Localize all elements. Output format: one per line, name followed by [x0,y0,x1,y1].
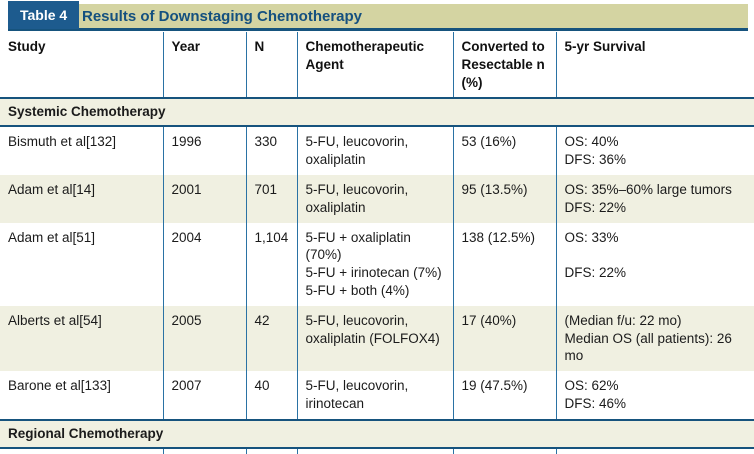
cell-n: 42 [245,305,297,372]
cell-n: 40 [245,371,297,420]
cell-n: 701 [245,174,297,223]
cell-converted: 17 (40%) [452,305,556,372]
table-row: Barone et al[133] 2007 40 5-FU, leucovor… [0,371,754,420]
cell-converted: 6 (26%) [452,447,556,454]
cell-study: Bismuth et al[132] [0,126,163,175]
col-header-study: Study [0,32,163,100]
table-row: Bismuth et al[132] 1996 330 5-FU, leucov… [0,126,754,175]
col-header-year: Year [162,32,246,100]
cell-year: 2007 [162,371,246,420]
table-row: Adam et al[51] 2004 1,104 5-FU + oxalipl… [0,222,754,306]
cell-year: 2005 [162,305,246,372]
table-row: Alberts et al[54] 2005 42 5-FU, leucovor… [0,305,754,372]
cell-study: Barone et al[133] [0,371,163,420]
cell-study: Alberts et al[54] [0,305,163,372]
section-label: Systemic Chemotherapy [0,97,754,128]
cell-n: 23 [245,447,297,454]
table-title: Results of Downstaging Chemotherapy [82,8,363,25]
col-header-agent: Chemotherapeutic Agent [296,32,453,100]
cell-year: 2002 [162,447,246,454]
cell-study: Clavien et al[52] [0,447,163,454]
cell-year: 2001 [162,174,246,223]
cell-n: 1,104 [245,222,297,306]
table-row: Adam et al[14] 2001 701 5-FU, leucovorin… [0,174,754,223]
col-header-converted: Converted to Resectable n (%) [452,32,556,100]
cell-year: 2004 [162,222,246,306]
cell-n: 330 [245,126,297,175]
section-label: Regional Chemotherapy [0,418,754,449]
section-row-systemic: Systemic Chemotherapy [0,97,754,128]
cell-converted: 53 (16%) [452,126,556,175]
cell-year: 1996 [162,126,246,175]
cell-study: Adam et al[51] [0,222,163,306]
table-title-bar: Table 4 Results of Downstaging Chemother… [8,1,748,31]
cell-converted: 138 (12.5%) [452,222,556,306]
cell-study: Adam et al[14] [0,174,163,223]
results-table: Study Year N Chemotherapeutic Agent Conv… [0,32,754,454]
table-row: Clavien et al[52] 2002 23 HAI floxuridin… [0,447,754,454]
cell-survival: (Median f/u: 22 mo) Median OS (all patie… [555,305,754,372]
cell-agent: 5-FU, leucovorin, oxaliplatin (FOLFOX4) [296,305,453,372]
cell-survival: OS: 62% DFS: 46% [555,371,754,420]
section-row-regional: Regional Chemotherapy [0,418,754,449]
cell-converted: 19 (47.5%) [452,371,556,420]
cell-agent: 5-FU, leucovorin, oxaliplatin [296,174,453,223]
cell-converted: 95 (13.5%) [452,174,556,223]
table-number-badge: Table 4 [8,1,80,29]
header-row: Study Year N Chemotherapeutic Agent Conv… [0,32,754,100]
cell-survival: OS: 33% DFS: 22% [555,222,754,306]
cell-agent: 5-FU, leucovorin, irinotecan [296,371,453,420]
cell-agent: HAI floxuridine [296,447,453,454]
cell-survival: — [555,447,754,454]
cell-survival: OS: 40% DFS: 36% [555,126,754,175]
cell-survival: OS: 35%–60% large tumors DFS: 22% [555,174,754,223]
cell-agent: 5-FU + oxaliplatin (70%) 5-FU + irinotec… [296,222,453,306]
cell-agent: 5-FU, leucovorin, oxaliplatin [296,126,453,175]
col-header-n: N [245,32,297,100]
col-header-survival: 5-yr Survival [555,32,754,100]
